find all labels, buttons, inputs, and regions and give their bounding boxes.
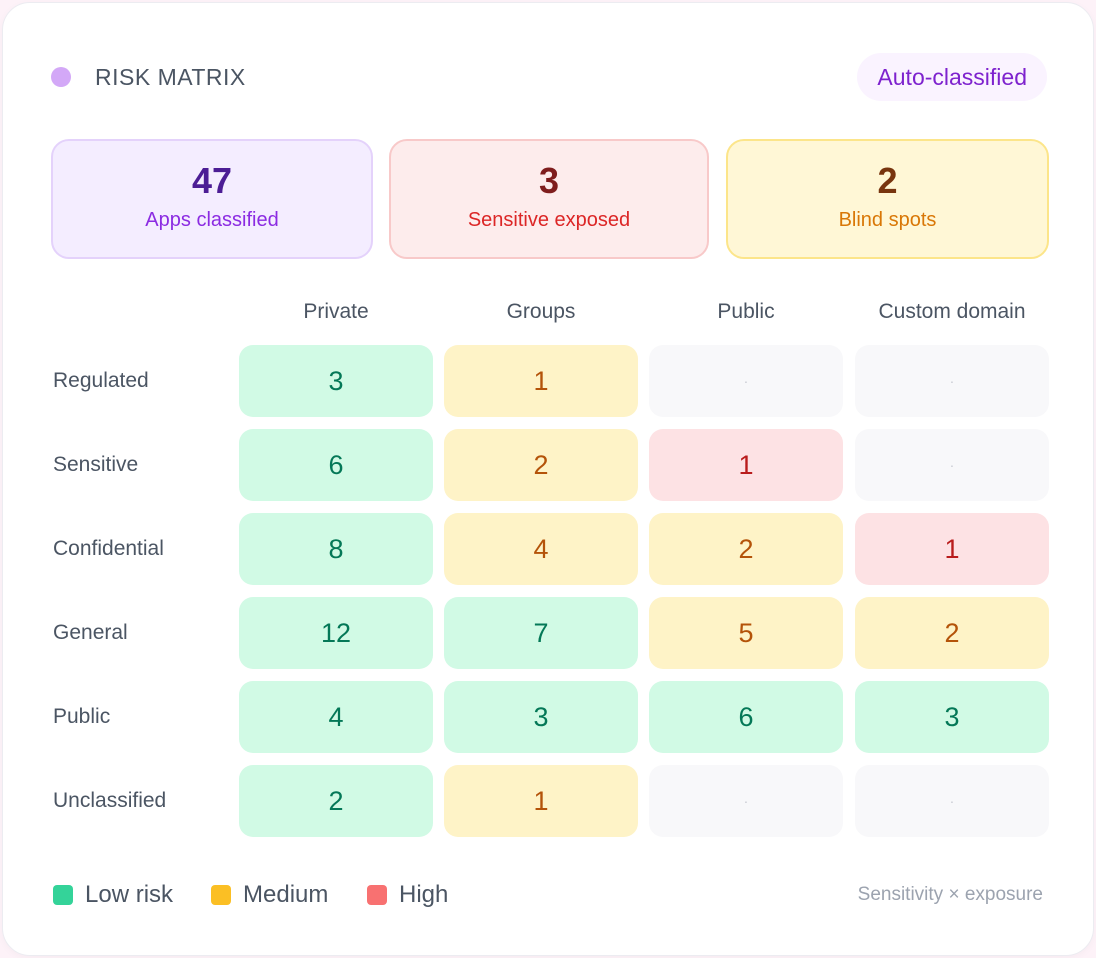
legend-swatch-high — [367, 885, 387, 905]
row-header: Sensitive — [53, 453, 139, 476]
matrix-cell-high[interactable]: 1 — [855, 513, 1049, 585]
matrix-cell-low[interactable]: 3 — [239, 345, 433, 417]
row-header: General — [53, 621, 128, 644]
legend-swatch-low — [53, 885, 73, 905]
stat-label: Blind spots — [838, 209, 937, 231]
matrix-cell-high[interactable]: 1 — [649, 429, 843, 501]
legend-item-high: High — [367, 879, 487, 911]
row-header: Unclassified — [53, 789, 167, 812]
column-header: Public — [717, 300, 775, 323]
stat-value: 2 — [877, 160, 898, 201]
legend-label: High — [399, 881, 449, 908]
matrix-cell-empty: · — [855, 345, 1049, 417]
matrix-cell-empty: · — [649, 765, 843, 837]
card-header: RISK MATRIX Auto-classified — [51, 53, 1047, 101]
card-title: RISK MATRIX — [95, 64, 246, 90]
column-header: Custom domain — [878, 300, 1026, 323]
row-header: Public — [53, 705, 111, 728]
matrix-cell-low[interactable]: 6 — [239, 429, 433, 501]
stat-value: 47 — [191, 160, 233, 201]
stat-sensitive-exposed[interactable]: 3 Sensitive exposed — [389, 139, 709, 259]
stats-row: 47 Apps classified 3 Sensitive exposed 2… — [51, 139, 1049, 259]
legend-label: Medium — [243, 881, 329, 908]
row-header: Confidential — [53, 537, 164, 560]
stat-value: 3 — [538, 160, 560, 201]
matrix-cell-low[interactable]: 8 — [239, 513, 433, 585]
status-dot — [51, 67, 71, 87]
matrix-cell-low[interactable]: 2 — [239, 765, 433, 837]
matrix-cell-empty: · — [855, 765, 1049, 837]
stat-label: Apps classified — [145, 209, 279, 231]
row-header: Regulated — [53, 369, 149, 392]
legend-label: Low risk — [85, 881, 174, 908]
stat-label: Sensitive exposed — [467, 209, 631, 231]
auto-classified-badge: Auto-classified — [857, 53, 1047, 101]
matrix-cell-low[interactable]: 3 — [855, 681, 1049, 753]
legend-item-low: Low risk — [53, 879, 193, 911]
matrix-cell-low[interactable]: 3 — [444, 681, 638, 753]
matrix-cell-medium[interactable]: 4 — [444, 513, 638, 585]
matrix-cell-medium[interactable]: 5 — [649, 597, 843, 669]
matrix-cell-low[interactable]: 12 — [239, 597, 433, 669]
legend-item-medium: Medium — [211, 879, 351, 911]
matrix-cell-low[interactable]: 6 — [649, 681, 843, 753]
footnote: Sensitivity × exposure — [857, 884, 1043, 905]
matrix-cell-medium[interactable]: 2 — [855, 597, 1049, 669]
matrix-cell-empty: · — [649, 345, 843, 417]
matrix-cell-medium[interactable]: 1 — [444, 765, 638, 837]
stat-apps-classified[interactable]: 47 Apps classified — [51, 139, 373, 259]
matrix-cell-medium[interactable]: 2 — [649, 513, 843, 585]
matrix-cell-low[interactable]: 4 — [239, 681, 433, 753]
matrix-cell-medium[interactable]: 1 — [444, 345, 638, 417]
legend-swatch-medium — [211, 885, 231, 905]
column-header: Private — [303, 300, 369, 323]
matrix-cell-low[interactable]: 7 — [444, 597, 638, 669]
stat-blind-spots[interactable]: 2 Blind spots — [726, 139, 1049, 259]
column-header: Groups — [506, 300, 576, 323]
matrix-cell-medium[interactable]: 2 — [444, 429, 638, 501]
matrix-cell-empty: · — [855, 429, 1049, 501]
